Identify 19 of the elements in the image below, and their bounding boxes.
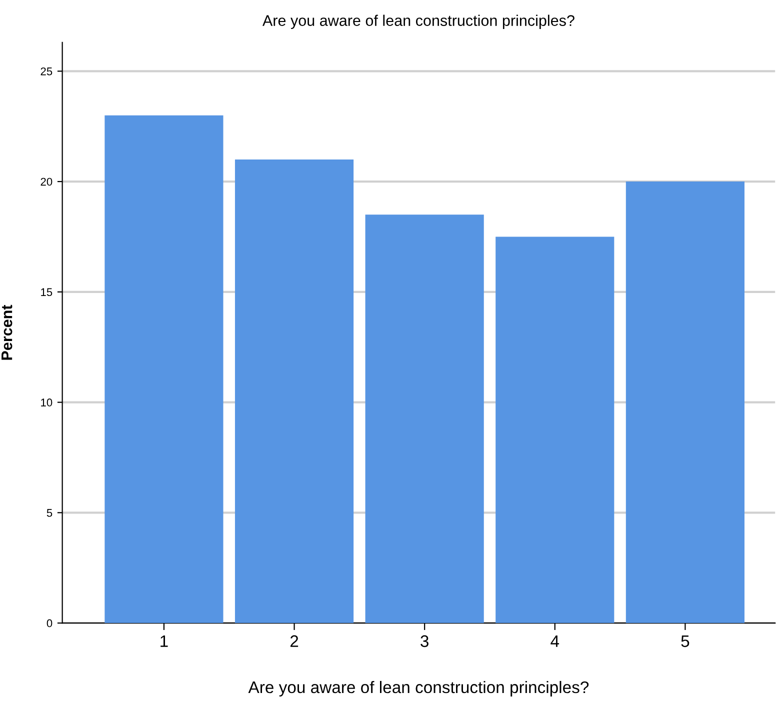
x-tick-label: 1 bbox=[160, 635, 168, 647]
bar bbox=[496, 236, 614, 624]
bar bbox=[365, 214, 484, 624]
y-tick-label: 20 bbox=[40, 178, 52, 186]
y-axis-title: Percent bbox=[2, 304, 12, 360]
x-tick-label: 5 bbox=[681, 635, 690, 648]
chart-title: Are you aware of lean construction principles? bbox=[262, 14, 574, 29]
bar bbox=[626, 182, 744, 624]
y-tick-label: 0 bbox=[46, 619, 52, 628]
y-tick-label: 25 bbox=[40, 67, 52, 76]
y-tick-label: 5 bbox=[46, 509, 52, 517]
x-tick-label: 2 bbox=[290, 635, 298, 647]
bar bbox=[104, 115, 224, 624]
x-axis-title: Are you aware of lean construction principles? bbox=[248, 680, 589, 696]
y-tick-label: 15 bbox=[41, 288, 52, 296]
x-tick-label: 4 bbox=[550, 635, 560, 647]
x-tick-label: 3 bbox=[420, 635, 428, 648]
bar bbox=[234, 159, 354, 624]
y-tick-label: 10 bbox=[41, 398, 52, 406]
